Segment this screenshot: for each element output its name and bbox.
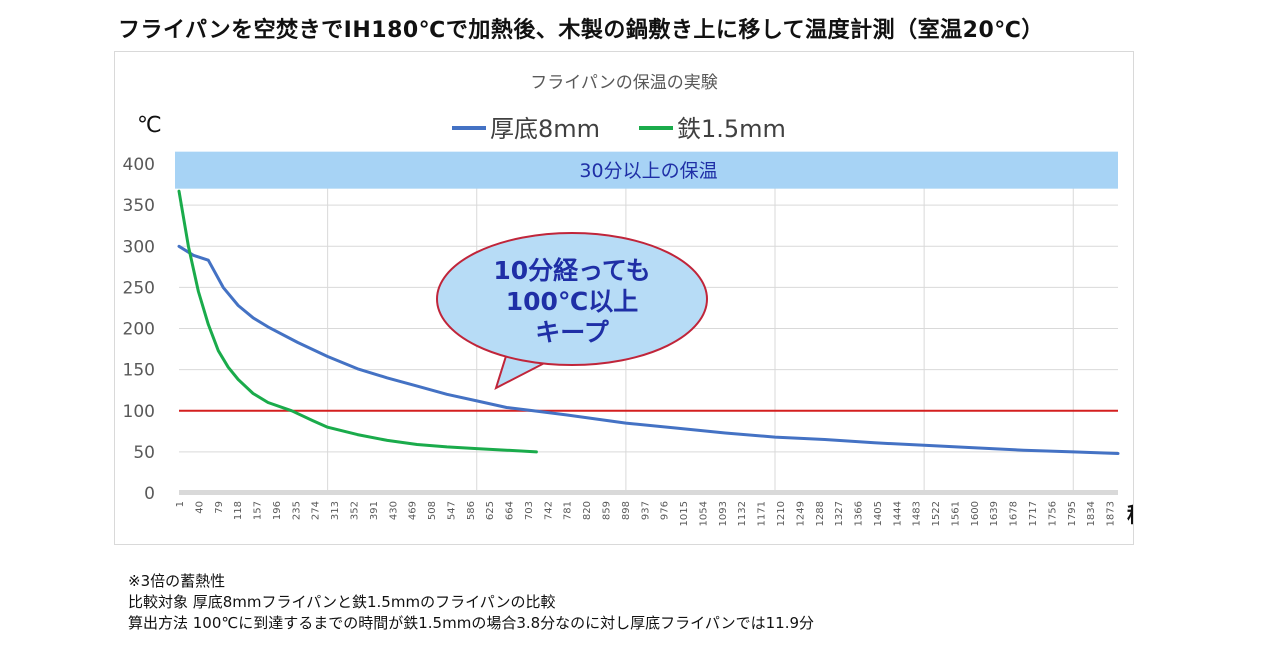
y-tick-label: 300	[123, 237, 155, 257]
x-tick-label: 391	[369, 501, 380, 520]
x-tick-label: 1561	[950, 501, 961, 526]
x-tick-label: 1717	[1028, 501, 1039, 526]
x-tick-label: 1405	[873, 501, 884, 526]
retention-band-label: 30分以上の保温	[579, 160, 717, 182]
y-tick-label: 150	[123, 361, 155, 381]
x-tick-label: 118	[233, 501, 244, 520]
x-tick-label: 703	[524, 501, 535, 520]
x-tick-label: 1483	[912, 501, 923, 526]
x-tick-label: 1171	[757, 501, 768, 526]
x-tick-label: 1327	[834, 501, 845, 526]
callout-line-3: キープ	[535, 318, 610, 347]
x-tick-label: 898	[621, 501, 632, 520]
x-tick-label: 586	[466, 501, 477, 520]
y-tick-label: 200	[123, 320, 155, 340]
y-tick-label: 350	[123, 196, 155, 216]
x-tick-label: 40	[194, 501, 205, 514]
x-tick-label: 1795	[1067, 501, 1078, 526]
x-tick-label: 79	[214, 501, 225, 514]
callout-seam	[513, 335, 561, 352]
chart-title: フライパンの保温の実験	[530, 73, 718, 93]
x-tick-label: 1132	[737, 501, 748, 526]
x-tick-label: 1639	[989, 501, 1000, 526]
x-tick-label: 1	[175, 501, 186, 507]
x-tick-label: 1054	[698, 501, 709, 526]
x-axis-unit-label: 秒	[1127, 503, 1133, 527]
callout-bubble	[436, 232, 708, 366]
x-tick-label: 937	[640, 501, 651, 520]
x-tick-label: 781	[563, 501, 574, 520]
x-tick-label: 1210	[776, 501, 787, 526]
x-axis-line	[179, 490, 1118, 495]
x-tick-label: 274	[311, 501, 322, 520]
x-tick-label: 1444	[892, 501, 903, 526]
legend-label-1: 厚底8mm	[490, 115, 600, 143]
x-tick-label: 1093	[718, 501, 729, 526]
x-tick-label: 157	[253, 501, 264, 520]
note-line-2: 比較対象 厚底8mmフライパンと鉄1.5mmのフライパンの比較	[128, 593, 556, 611]
x-tick-label: 976	[660, 501, 671, 520]
y-tick-label: 100	[123, 402, 155, 422]
x-tick-label: 1834	[1086, 501, 1097, 526]
x-tick-label: 469	[408, 501, 419, 520]
x-tick-label: 1678	[1009, 501, 1020, 526]
y-tick-label: 50	[133, 443, 155, 463]
x-tick-label: 235	[291, 501, 302, 520]
page-headline: フライパンを空焚きでIH180℃で加熱後、木製の鍋敷き上に移して温度計測（室温2…	[118, 18, 1044, 43]
legend-label-2: 鉄1.5mm	[677, 115, 786, 143]
y-tick-label: 400	[123, 155, 155, 175]
x-tick-label: 859	[602, 501, 613, 520]
callout-line-1: 10分経っても	[493, 256, 650, 285]
series-line-2	[177, 189, 538, 454]
x-tick-label: 508	[427, 501, 438, 520]
y-tick-label: 250	[123, 278, 155, 298]
x-tick-label: 1015	[679, 501, 690, 526]
x-tick-label: 742	[543, 501, 554, 520]
x-tick-label: 352	[349, 501, 360, 520]
x-tick-label: 625	[485, 501, 496, 520]
x-tick-label: 1600	[970, 501, 981, 526]
x-tick-label: 664	[505, 501, 516, 520]
notes: ※3倍の蓄熱性 比較対象 厚底8mmフライパンと鉄1.5mmのフライパンの比較 …	[128, 571, 814, 634]
x-tick-label: 1288	[815, 501, 826, 526]
x-tick-label: 1756	[1047, 501, 1058, 526]
x-tick-label: 1366	[854, 501, 865, 526]
chart-frame: フライパンの保温の実験厚底8mm 鉄1.5mm ℃ 0 50 100 150 200 250 30…	[114, 51, 1134, 545]
y-tick-label: 0	[144, 484, 155, 504]
series-line-1	[177, 244, 1120, 455]
note-line-1: ※3倍の蓄熱性	[128, 572, 226, 590]
x-tick-label: 1522	[931, 501, 942, 526]
x-tick-label: 820	[582, 501, 593, 520]
x-tick-label: 196	[272, 501, 283, 520]
y-axis-unit-label: ℃	[137, 113, 162, 138]
retention-band	[175, 151, 1118, 189]
x-tick-label: 1873	[1106, 501, 1117, 526]
x-tick-label: 430	[388, 501, 399, 520]
x-tick-label: 547	[446, 501, 457, 520]
x-tick-label: 1249	[795, 501, 806, 526]
callout-line-2: 100℃以上	[506, 287, 638, 316]
note-line-3: 算出方法 100℃に到達するまでの時間が鉄1.5mmの場合3.8分なのに対し厚底…	[128, 614, 815, 632]
x-tick-label: 313	[330, 501, 341, 520]
